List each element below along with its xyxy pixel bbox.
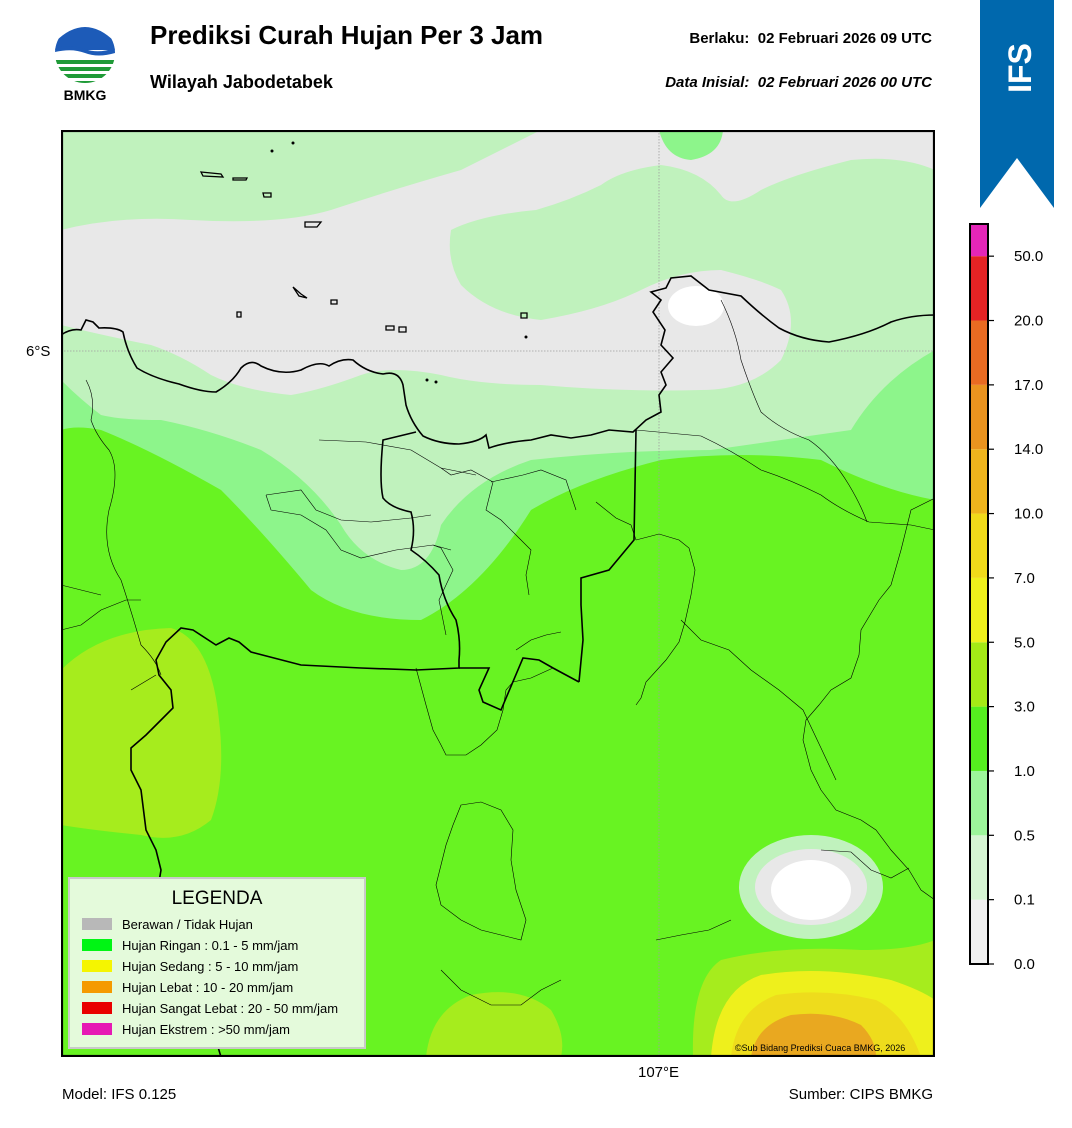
- legend-swatch: [82, 918, 112, 930]
- zone-rain-10-se: [751, 1013, 876, 1057]
- map-subtitle: Wilayah Jabodetabek: [150, 72, 333, 92]
- legend-label: Hujan Lebat : 10 - 20 mm/jam: [122, 979, 294, 995]
- valid-label: Berlaku:: [689, 30, 750, 47]
- colorbar-tick-label: 0.1: [1014, 892, 1035, 909]
- legend-swatch: [82, 939, 112, 951]
- logo-text: BMKG: [64, 87, 107, 103]
- colorbar-tick-label: 1.0: [1014, 763, 1035, 780]
- colorbar-segment: [970, 256, 988, 321]
- zone-white-south: [771, 860, 851, 920]
- colorbar-segment: [970, 706, 988, 771]
- colorbar-tick-label: 7.0: [1014, 570, 1035, 587]
- legend-swatch: [82, 1002, 112, 1014]
- district-borders: [61, 299, 935, 1006]
- colorbar: 0.0 0.1 0.5 1.0 3.0 5.0 7.0 10.0 14.0 17.0 20.0 50.…: [968, 222, 1068, 973]
- colorbar-tick-label: 0.5: [1014, 827, 1035, 844]
- init-label: Data Inisial:: [665, 74, 750, 91]
- rainfall-map: [60, 129, 936, 1058]
- legend-item: Hujan Ekstrem : >50 mm/jam: [82, 1021, 290, 1037]
- colorbar-segment: [970, 513, 988, 578]
- map-frame: [60, 129, 936, 1058]
- border-bekasi: [459, 657, 580, 712]
- zone-spot-top: [659, 130, 723, 160]
- colorbar-segment: [970, 642, 988, 707]
- colorbar-tick-label: 14.0: [1014, 441, 1043, 458]
- init-time: Data Inisial: 02 Februari 2026 00 UTC: [665, 74, 932, 91]
- legend-swatch: [82, 1023, 112, 1035]
- legend-item: Hujan Ringan : 0.1 - 5 mm/jam: [82, 937, 298, 953]
- lon-label: 107°E: [638, 1064, 680, 1081]
- colorbar-segment: [970, 899, 988, 964]
- colorbar-tick-label: 17.0: [1014, 377, 1043, 394]
- zone-no-rain: [61, 130, 935, 395]
- coastline: [61, 275, 935, 450]
- islands: [199, 171, 528, 333]
- legend-title: LEGENDA: [171, 888, 263, 909]
- zone-rain-3-south: [426, 992, 563, 1057]
- valid-value: 02 Februari 2026 09 UTC: [757, 30, 932, 47]
- legend-swatch: [82, 981, 112, 993]
- legend-label: Hujan Sedang : 5 - 10 mm/jam: [122, 958, 299, 974]
- colorbar-segment: [970, 577, 988, 643]
- colorbar-tick-label: 50.0: [1014, 248, 1043, 265]
- legend-label: Hujan Ekstrem : >50 mm/jam: [122, 1021, 290, 1037]
- legend-swatch: [82, 960, 112, 972]
- init-value: 02 Februari 2026 00 UTC: [757, 74, 932, 91]
- colorbar-segment: [970, 320, 988, 385]
- colorbar-tick-label: 20.0: [1014, 313, 1043, 330]
- colorbar-segment: [970, 224, 988, 257]
- legend-label: Berawan / Tidak Hujan: [122, 916, 253, 932]
- legend-label: Hujan Sangat Lebat : 20 - 50 mm/jam: [122, 1000, 339, 1016]
- lat-label: 6°S: [26, 343, 51, 360]
- colorbar-tick-label: 10.0: [1014, 506, 1043, 523]
- zone-white-north: [668, 286, 724, 326]
- colorbar-segment: [970, 770, 988, 836]
- legend-item: Hujan Sedang : 5 - 10 mm/jam: [82, 958, 298, 974]
- legend-item: Hujan Sangat Lebat : 20 - 50 mm/jam: [82, 1000, 338, 1016]
- bmkg-logo: BMKG: [52, 20, 118, 104]
- map-title: Prediksi Curah Hujan Per 3 Jam: [150, 20, 544, 50]
- colorbar-tick-label: 0.0: [1014, 956, 1035, 970]
- ifs-text: IFS: [1002, 43, 1038, 93]
- source-text: Sumber: CIPS BMKG: [788, 1086, 933, 1103]
- credit-text: ©Sub Bidang Prediksi Cuaca BMKG, 2026: [735, 1043, 906, 1053]
- colorbar-tick-label: 5.0: [1014, 634, 1035, 651]
- legend-item: Berawan / Tidak Hujan: [82, 916, 253, 932]
- model-text: Model: IFS 0.125: [62, 1086, 177, 1103]
- ifs-ribbon: IFS: [980, 0, 1054, 210]
- zone-rain-3-west: [61, 628, 222, 838]
- colorbar-frame: [969, 223, 989, 965]
- border-karawang: [578, 429, 637, 683]
- legend-label: Hujan Ringan : 0.1 - 5 mm/jam: [122, 937, 299, 953]
- colorbar-segment: [970, 384, 988, 450]
- valid-time: Berlaku: 02 Februari 2026 09 UTC: [689, 30, 932, 47]
- colorbar-tick-label: 3.0: [1014, 699, 1035, 716]
- colorbar-segment: [970, 449, 988, 514]
- legend-item: Hujan Lebat : 10 - 20 mm/jam: [82, 979, 293, 995]
- border-dki-jabar: [130, 431, 461, 1057]
- legend-box: LEGENDA Berawan / Tidak Hujan Hujan Ring…: [68, 877, 366, 1049]
- colorbar-segment: [970, 835, 988, 900]
